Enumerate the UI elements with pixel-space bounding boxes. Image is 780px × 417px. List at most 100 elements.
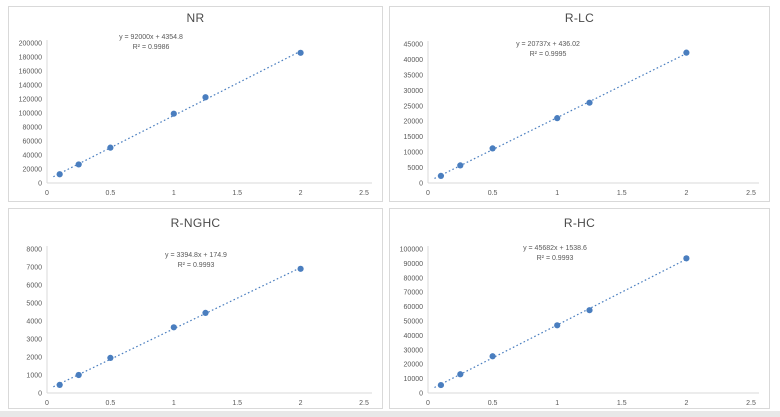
data-point [202,94,209,101]
x-tick-label: 2.5 [746,400,756,407]
y-tick-label: 4000 [26,319,42,326]
y-tick-label: 0 [419,181,423,188]
data-point [170,110,177,117]
y-tick-label: 30000 [404,88,424,95]
x-tick-label: 2 [299,190,303,197]
x-tick-label: 0.5 [488,400,498,407]
data-point [457,371,464,378]
x-tick-label: 0 [45,400,49,407]
y-tick-label: 3000 [26,337,42,344]
trendline [434,258,687,389]
x-tick-label: 1.5 [232,400,242,407]
scatter-plot-r-nghc: 0 1000 2000 3000 4000 5000 6000 7000 8000 0 0.5 1 1.… [26,246,372,407]
y-tick-label: 0 [419,391,423,398]
y-tick-label: 20000 [404,362,424,369]
x-tick-label: 2 [299,400,303,407]
y-tick-label: 40000 [404,333,424,340]
y-tick-label: 200000 [19,41,42,48]
y-tick-label: 15000 [404,134,424,141]
y-tick-label: 45000 [404,42,424,49]
chart-title: R-LC [564,11,595,25]
y-tick-label: 2000 [26,355,42,362]
chart-title: NR [186,11,205,25]
y-tick-label: 30000 [404,347,424,354]
chart-title: R-HC [563,216,596,230]
data-point [56,381,63,388]
y-tick-label: 60000 [23,139,43,146]
x-tick-label: 1 [172,190,176,197]
scatter-plot-r-lc: 0 5000 10000 15000 20000 25000 30000 35000 40000… [404,41,759,197]
y-tick-label: 10000 [404,150,424,157]
data-point [457,162,464,169]
data-point [586,99,593,106]
y-tick-label: 0 [38,391,42,398]
chart-nr: NR y = 92000x + 4354.8 R² = 0.9986 0 2000… [8,6,383,202]
y-tick-label: 7000 [26,265,42,272]
chart-r-lc: R-LC y = 20737x + 436.02 R² = 0.9995 0 50… [389,6,770,202]
chart-title: R-NGHC [170,216,221,230]
y-tick-label: 80000 [404,275,424,282]
x-tick-label: 2.5 [359,400,369,407]
bottom-strip [0,411,780,417]
data-point [489,145,496,152]
data-point [554,322,561,329]
y-tick-label: 40000 [404,57,424,64]
y-tick-label: 20000 [404,119,424,126]
x-tick-label: 0.5 [106,190,116,197]
equation-text: y = 45682x + 1538.6 [523,245,587,252]
equation-text: y = 3394.8x + 174.9 [165,252,227,259]
y-tick-label: 160000 [19,69,42,76]
data-point [554,115,561,122]
y-tick-label: 0 [38,181,42,188]
scatter-plot-r-hc: 0 10000 20000 30000 40000 50000 60000 70000 8000… [400,246,759,407]
trendline-equation: y = 3394.8x + 174.9 R² = 0.9993 [165,251,227,271]
y-tick-label: 120000 [19,97,42,104]
x-tick-label: 0.5 [488,190,498,197]
y-tick-label: 5000 [26,301,42,308]
chart-r-hc: R-HC y = 45682x + 1538.6 R² = 0.9993 0 10… [389,208,770,409]
x-tick-label: 0.5 [106,400,116,407]
data-point [297,265,304,272]
x-tick-label: 1 [172,400,176,407]
data-point [75,161,82,168]
y-tick-label: 100000 [19,111,42,118]
y-tick-label: 140000 [19,83,42,90]
y-tick-label: 60000 [404,304,424,311]
x-tick-label: 0 [426,190,430,197]
data-point [683,255,690,262]
data-point [107,144,114,151]
x-tick-label: 1 [555,190,559,197]
data-point [75,371,82,379]
x-tick-label: 1 [555,400,559,407]
chart-r-nghc: R-NGHC y = 3394.8x + 174.9 R² = 0.9993 0… [8,208,383,409]
data-point [107,354,114,361]
y-tick-label: 100000 [400,247,423,254]
data-point [586,307,593,314]
data-point [170,324,177,331]
data-point [683,49,690,56]
x-tick-label: 0 [45,190,49,197]
y-tick-label: 10000 [404,376,424,383]
y-tick-label: 25000 [404,103,424,110]
data-point [437,381,445,389]
data-point [437,172,445,179]
x-tick-label: 1.5 [232,190,242,197]
x-tick-label: 0 [426,400,430,407]
y-tick-label: 35000 [404,72,424,79]
y-tick-label: 20000 [23,167,43,174]
data-point [489,353,496,360]
trendline [53,50,301,178]
x-tick-label: 2 [684,190,688,197]
y-tick-label: 40000 [23,153,43,160]
y-tick-label: 70000 [404,290,424,297]
data-point [297,49,304,56]
trendline-equation: y = 20737x + 436.02 R² = 0.9995 [516,40,580,60]
x-tick-label: 2 [684,400,688,407]
data-point [202,309,209,316]
equation-text: y = 20737x + 436.02 [516,41,580,48]
y-tick-label: 80000 [23,125,43,132]
x-tick-label: 1.5 [617,400,627,407]
y-tick-label: 5000 [407,165,423,172]
y-tick-label: 8000 [26,247,42,254]
y-tick-label: 90000 [404,261,424,268]
